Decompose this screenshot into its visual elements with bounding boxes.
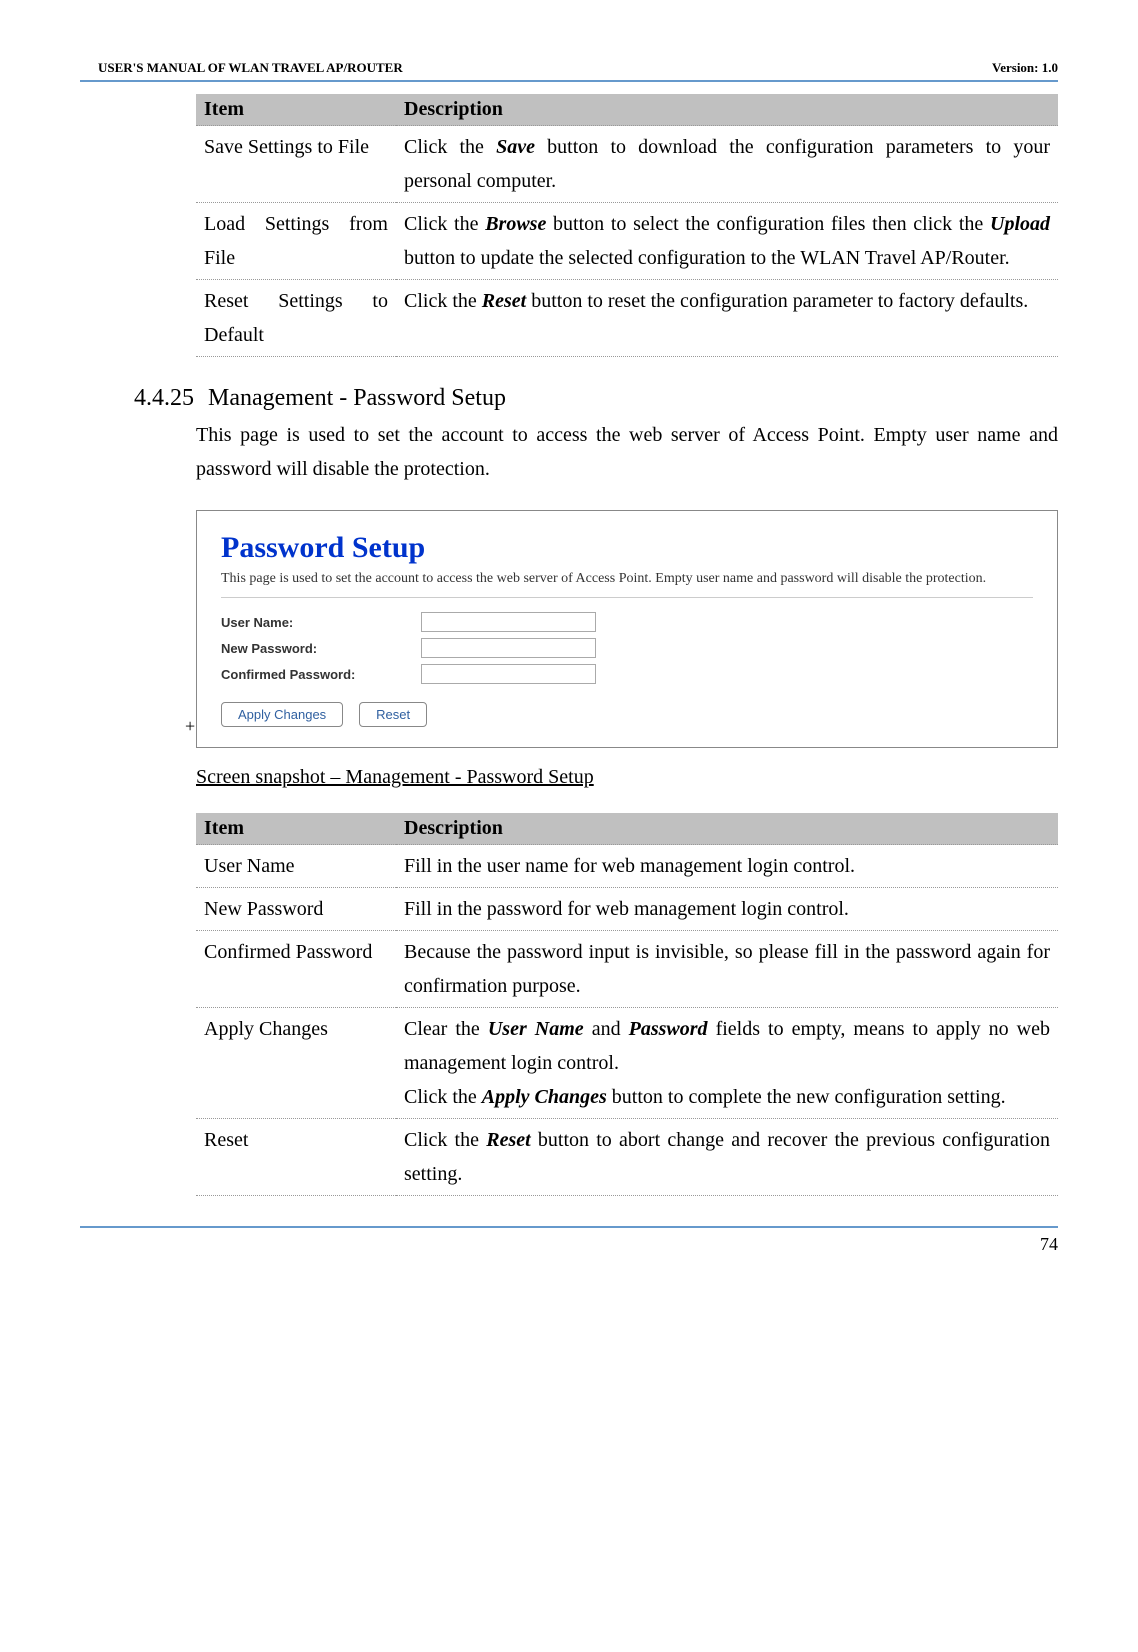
col-description: Description bbox=[396, 94, 1058, 126]
col-item: Item bbox=[196, 813, 396, 845]
desc-cell: Fill in the user name for web management… bbox=[396, 845, 1058, 888]
item-cell: Confirmed Password bbox=[196, 931, 396, 1008]
table-row: Apply Changes Clear the User Name and Pa… bbox=[196, 1008, 1058, 1119]
item-cell: New Password bbox=[196, 888, 396, 931]
newpassword-input[interactable] bbox=[421, 638, 596, 658]
screenshot-description: This page is used to set the account to … bbox=[221, 571, 1033, 598]
screenshot-form: User Name: New Password: Confirmed Passw… bbox=[221, 612, 1033, 727]
apply-changes-button[interactable]: Apply Changes bbox=[221, 702, 343, 727]
description-table-2: Item Description User Name Fill in the u… bbox=[196, 813, 1058, 1196]
reset-button[interactable]: Reset bbox=[359, 702, 427, 727]
username-row: User Name: bbox=[221, 612, 1033, 632]
newpassword-label: New Password: bbox=[221, 641, 421, 656]
table-row: New Password Fill in the password for we… bbox=[196, 888, 1058, 931]
item-cell: User Name bbox=[196, 845, 396, 888]
header-right: Version: 1.0 bbox=[992, 60, 1058, 76]
table-row: Reset Settings to Default Click the Rese… bbox=[196, 280, 1058, 357]
table-row: Save Settings to File Click the Save but… bbox=[196, 126, 1058, 203]
desc-cell: Click the Browse button to select the co… bbox=[396, 203, 1058, 280]
table1-container: Item Description Save Settings to File C… bbox=[196, 94, 1058, 357]
table-row: User Name Fill in the user name for web … bbox=[196, 845, 1058, 888]
item-cell: Reset Settings to Default bbox=[196, 280, 396, 357]
section-heading: 4.4.25 Management - Password Setup bbox=[134, 385, 1058, 412]
description-table-1: Item Description Save Settings to File C… bbox=[196, 94, 1058, 357]
confirmedpassword-label: Confirmed Password: bbox=[221, 667, 421, 682]
desc-cell: Click the Save button to download the co… bbox=[396, 126, 1058, 203]
col-item: Item bbox=[196, 94, 396, 126]
desc-cell: Fill in the password for web management … bbox=[396, 888, 1058, 931]
username-input[interactable] bbox=[421, 612, 596, 632]
page-number: 74 bbox=[80, 1226, 1058, 1255]
col-description: Description bbox=[396, 813, 1058, 845]
table-header-row: Item Description bbox=[196, 94, 1058, 126]
item-cell: Save Settings to File bbox=[196, 126, 396, 203]
section-number: 4.4.25 bbox=[134, 385, 194, 412]
item-cell: Load Settings from File bbox=[196, 203, 396, 280]
table-row: Reset Click the Reset button to abort ch… bbox=[196, 1119, 1058, 1196]
desc-cell: Because the password input is invisible,… bbox=[396, 931, 1058, 1008]
desc-cell: Clear the User Name and Password fields … bbox=[396, 1008, 1058, 1119]
password-setup-screenshot: + Password Setup This page is used to se… bbox=[196, 510, 1058, 748]
table-row: Confirmed Password Because the password … bbox=[196, 931, 1058, 1008]
section-body: This page is used to set the account to … bbox=[196, 418, 1058, 486]
table-row: Load Settings from File Click the Browse… bbox=[196, 203, 1058, 280]
screenshot-caption: Screen snapshot – Management - Password … bbox=[196, 766, 1058, 789]
section-title: Management - Password Setup bbox=[208, 385, 506, 411]
header-left: USER'S MANUAL OF WLAN TRAVEL AP/ROUTER bbox=[98, 60, 403, 76]
item-cell: Apply Changes bbox=[196, 1008, 396, 1119]
desc-cell: Click the Reset button to abort change a… bbox=[396, 1119, 1058, 1196]
desc-cell: Click the Reset button to reset the conf… bbox=[396, 280, 1058, 357]
confirmedpassword-input[interactable] bbox=[421, 664, 596, 684]
newpassword-row: New Password: bbox=[221, 638, 1033, 658]
screenshot-buttons: Apply Changes Reset bbox=[221, 702, 1033, 727]
table-header-row: Item Description bbox=[196, 813, 1058, 845]
username-label: User Name: bbox=[221, 615, 421, 630]
screenshot-title: Password Setup bbox=[221, 531, 1033, 565]
table2-container: Item Description User Name Fill in the u… bbox=[196, 813, 1058, 1196]
confirmedpassword-row: Confirmed Password: bbox=[221, 664, 1033, 684]
item-cell: Reset bbox=[196, 1119, 396, 1196]
plus-mark: + bbox=[185, 716, 195, 737]
page-header: USER'S MANUAL OF WLAN TRAVEL AP/ROUTER V… bbox=[80, 60, 1058, 82]
